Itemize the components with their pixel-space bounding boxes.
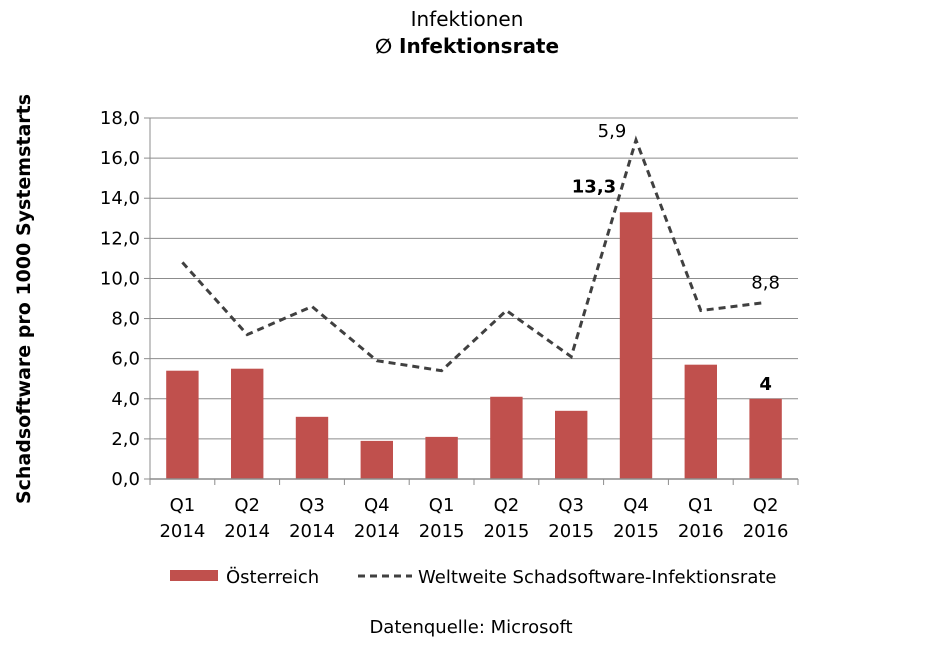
x-tick-label: Q4 2014 [354, 495, 400, 542]
y-tick-label: 0,0 [111, 469, 140, 490]
bar [749, 398, 782, 479]
x-tick-label: Q1 2015 [419, 495, 465, 542]
y-tick-label: 2,0 [111, 429, 140, 450]
x-tick-label: Q3 2014 [289, 495, 335, 542]
x-tick-label: Q1 2016 [678, 495, 724, 542]
y-tick-label: 14,0 [100, 188, 140, 209]
data-label: 5,9 [598, 121, 627, 142]
y-tick-label: 12,0 [100, 228, 140, 249]
x-tick-label: Q3 2015 [548, 495, 594, 542]
x-tick-label: Q2 2015 [483, 495, 529, 542]
legend-swatch-oesterreich [170, 570, 218, 581]
y-tick-label: 6,0 [111, 349, 140, 370]
legend-label-oesterreich: Österreich [226, 566, 319, 588]
data-label: 8,8 [751, 273, 780, 294]
world-line [181, 135, 766, 373]
bar [425, 436, 458, 479]
bars [166, 212, 782, 479]
x-tick-label: Q4 2015 [613, 495, 659, 542]
data-label: 13,3 [572, 176, 616, 197]
legend: Österreich Weltweite Schadsoftware-Infekt… [170, 566, 776, 588]
y-tick-label: 8,0 [111, 309, 140, 330]
x-axis-ticks: Q1 2014 Q2 2014 Q3 2014 Q4 2014 Q1 2015 Q2 2015 Q3 20… [149, 479, 799, 542]
y-tick-label: 4,0 [111, 389, 140, 410]
bar [619, 212, 653, 479]
chart-subtitle: ∅ Infektionsrate [375, 34, 559, 58]
x-tick-label: Q2 2014 [224, 495, 270, 542]
x-tick-label: Q2 2016 [743, 495, 789, 542]
annotations: 13,3 4 5,9 8,8 [572, 121, 780, 395]
y-tick-label: 18,0 [100, 108, 140, 129]
y-axis-ticks: 0,0 2,0 4,0 6,0 8,0 10,0 12,0 14,0 16,0 18,0 [100, 108, 150, 490]
source-note: Datenquelle: Microsoft [369, 617, 572, 638]
bar [490, 396, 523, 479]
y-axis-label: Schadsoftware pro 1000 Systemstarts [13, 94, 35, 504]
y-tick-label: 16,0 [100, 148, 140, 169]
legend-label-world: Weltweite Schadsoftware-Infektionsrate [418, 567, 776, 588]
chart-title: Infektionen [411, 7, 524, 31]
bar [360, 440, 393, 479]
bar [684, 364, 717, 479]
bar [555, 410, 588, 479]
world-series-line [181, 135, 766, 373]
bar [231, 368, 264, 479]
x-tick-label: Q1 2014 [159, 495, 205, 542]
bar [166, 370, 199, 479]
bar [295, 416, 329, 479]
y-tick-label: 10,0 [100, 268, 140, 289]
data-label: 4 [759, 374, 772, 395]
